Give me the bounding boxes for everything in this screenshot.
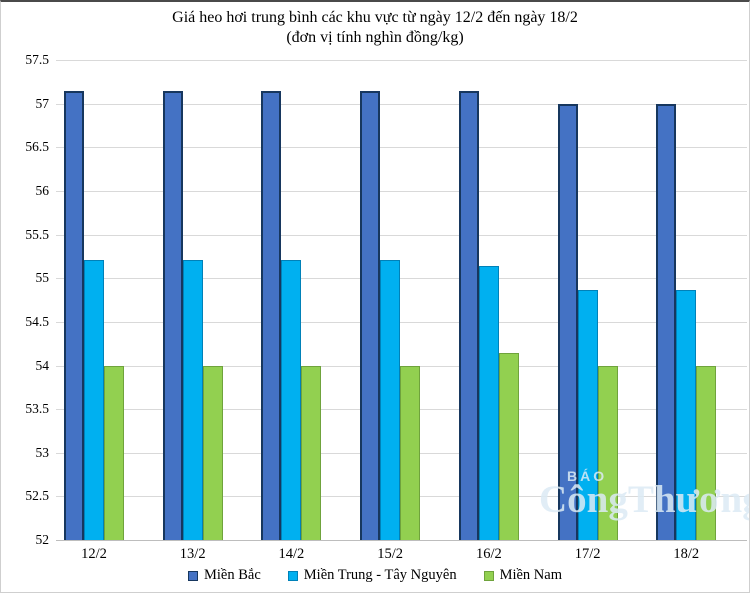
- y-tick-label: 53.5: [25, 401, 49, 417]
- bar-17-2-series-2: [597, 365, 618, 540]
- y-tick-label: 57.5: [25, 52, 49, 67]
- bar-18-2-series-1: [676, 290, 697, 540]
- bar-13-2-series-1: [182, 259, 203, 540]
- bar-14-2-series-1: [281, 259, 302, 540]
- legend-swatch-icon: [287, 570, 298, 581]
- bar-13-2-series-2: [202, 365, 223, 540]
- bar-18-2-series-2: [696, 365, 717, 540]
- bar-15-2-series-2: [400, 365, 421, 540]
- gridline-y-56.5: [56, 147, 747, 149]
- y-tick-label: 54.5: [25, 313, 49, 329]
- bar-13-2-series-0: [162, 90, 183, 540]
- bar-17-2-series-0: [557, 103, 578, 540]
- bar-12-2-series-1: [84, 259, 104, 540]
- bar-16-2-series-0: [458, 90, 479, 540]
- legend-label: Miền Trung - Tây Nguyên: [303, 567, 457, 583]
- chart-subtitle: (đơn vị tính nghìn đồng/kg): [286, 29, 464, 46]
- x-tick-label-18-2: 18/2: [673, 546, 700, 562]
- y-tick-label: 53: [35, 444, 50, 460]
- bar-16-2-series-2: [498, 353, 519, 540]
- legend-item-1: Miền Trung - Tây Nguyên: [287, 567, 457, 584]
- gridline-y-57.5: [56, 60, 747, 61]
- y-tick-label: 55.5: [25, 226, 49, 242]
- y-tick-label: 55: [35, 270, 50, 286]
- y-tick-label: 54: [35, 357, 50, 373]
- y-tick-label: 56.5: [25, 139, 49, 155]
- gridline-y-56: [56, 190, 747, 192]
- bar-15-2-series-0: [360, 90, 381, 540]
- x-tick-label-13-2: 13/2: [179, 546, 206, 562]
- legend: Miền Bắc Miền Trung - Tây Nguyên Miền Nam: [1, 567, 749, 584]
- gridline-y-54.5: [56, 321, 747, 323]
- x-tick-label-17-2: 17/2: [574, 546, 601, 562]
- y-tick-label: 52.5: [25, 488, 49, 504]
- x-tick-label-12-2: 12/2: [81, 546, 107, 562]
- legend-swatch-icon: [483, 570, 494, 581]
- legend-swatch-icon: [188, 570, 198, 581]
- y-tick-label: 52: [35, 532, 50, 547]
- legend-label: Miền Nam: [499, 567, 562, 583]
- legend-item-2: Miền Nam: [483, 567, 562, 584]
- legend-item-0: Miền Bắc: [188, 567, 261, 584]
- gridline-y-57: [56, 103, 747, 105]
- x-tick-label-16-2: 16/2: [476, 546, 502, 562]
- gridline-y-55.5: [56, 234, 747, 236]
- gridline-y-55: [56, 278, 747, 280]
- x-tick-label-14-2: 14/2: [278, 546, 305, 562]
- bar-15-2-series-1: [380, 259, 401, 540]
- bar-16-2-series-1: [478, 266, 499, 540]
- bar-14-2-series-0: [261, 90, 282, 540]
- legend-label: Miền Bắc: [204, 567, 261, 583]
- chart-title: Giá heo hơi trung bình các khu vực từ ng…: [172, 9, 578, 26]
- bar-18-2-series-0: [656, 103, 677, 540]
- bar-12-2-series-0: [64, 90, 84, 540]
- y-tick-label: 57: [35, 95, 50, 111]
- y-tick-label: 56: [35, 182, 50, 198]
- bar-14-2-series-2: [301, 365, 322, 540]
- bar-12-2-series-2: [104, 365, 124, 540]
- gridline-y-52: [56, 540, 747, 541]
- x-tick-label-15-2: 15/2: [377, 546, 403, 562]
- bar-17-2-series-1: [577, 290, 598, 540]
